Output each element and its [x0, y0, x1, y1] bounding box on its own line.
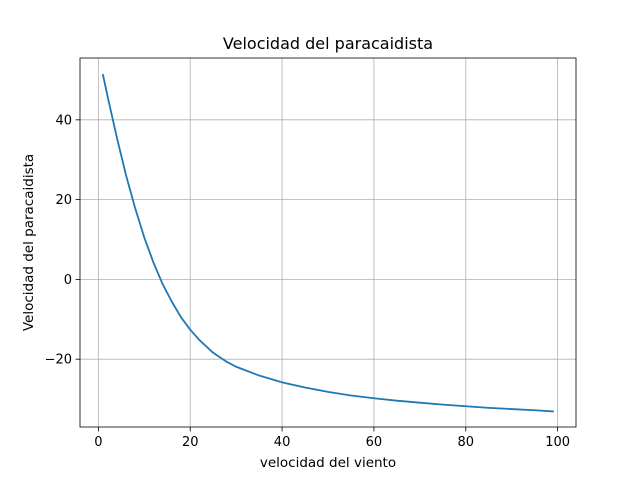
- y-axis-label: Velocidad del paracaidista: [21, 154, 37, 331]
- series-line: [102, 73, 554, 413]
- chart-title: Velocidad del paracaidista: [223, 34, 433, 53]
- y-tick-label: 20: [55, 193, 72, 208]
- y-tick-label: 40: [55, 113, 72, 128]
- plot-frame: [79, 57, 577, 428]
- x-tick-label: 0: [94, 435, 102, 450]
- y-axis: −20 0 20 40: [45, 113, 80, 368]
- x-tick-label: 20: [182, 435, 199, 450]
- x-axis-label: velocidad del viento: [260, 455, 396, 471]
- x-tick-label: 100: [545, 435, 570, 450]
- y-tick-label: 0: [64, 273, 72, 288]
- x-tick-label: 40: [274, 435, 291, 450]
- grid: [80, 58, 576, 427]
- y-tick-label: −20: [45, 353, 72, 368]
- x-tick-label: 80: [458, 435, 475, 450]
- plot-area: [80, 58, 576, 427]
- x-tick-label: 60: [366, 435, 383, 450]
- series-layer: [102, 73, 554, 413]
- x-axis: 0 20 40 60 80 100: [94, 427, 570, 450]
